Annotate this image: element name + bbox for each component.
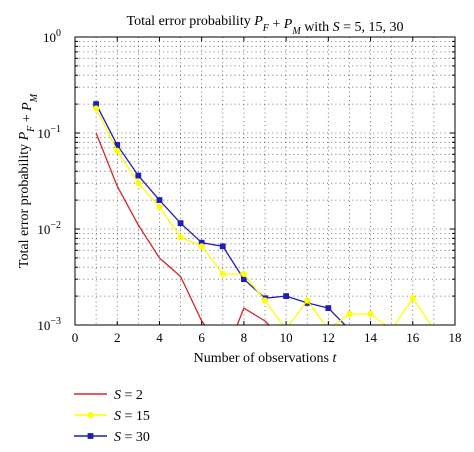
- x-tick-label: 14: [364, 330, 378, 345]
- legend-item: S = 30: [74, 430, 150, 445]
- x-tick-label: 18: [449, 330, 462, 345]
- data-point: [156, 203, 163, 210]
- chart-title: Total error probability PF + PM with S =…: [127, 14, 404, 37]
- data-point: [240, 270, 247, 278]
- data-point: [198, 243, 205, 250]
- x-tick-label: 4: [156, 330, 163, 345]
- data-point: [177, 234, 184, 241]
- y-tick-label: 10−2: [37, 220, 61, 237]
- series-line: [95, 103, 346, 325]
- data-point: [135, 172, 142, 179]
- series-2: [93, 105, 436, 332]
- data-point: [135, 180, 142, 187]
- data-point: [389, 327, 394, 332]
- y-tick-label: 10−3: [37, 316, 61, 333]
- data-point: [156, 197, 163, 204]
- data-point: [325, 305, 332, 311]
- data-point: [347, 327, 352, 332]
- data-point: [283, 293, 290, 300]
- data-point: [219, 270, 226, 278]
- data-point: [93, 105, 100, 112]
- x-axis-label: Number of observations t: [194, 351, 338, 366]
- x-tick-label: 2: [114, 330, 121, 345]
- legend-label: S = 15: [114, 409, 150, 424]
- legend-item: S = 2: [74, 388, 143, 403]
- legend-swatch-marker: [87, 411, 94, 419]
- series-group: [93, 101, 436, 332]
- series-line: [95, 132, 270, 325]
- data-point: [304, 297, 311, 304]
- series-3: [93, 101, 352, 332]
- data-point: [219, 243, 226, 250]
- data-point: [367, 310, 374, 318]
- x-tick-label: 8: [241, 330, 248, 345]
- legend: S = 2 S = 15 S = 30: [74, 388, 150, 445]
- y-tick-label: 10−1: [37, 124, 61, 141]
- data-point: [346, 310, 353, 318]
- data-point: [409, 295, 416, 302]
- x-tick-label: 0: [72, 330, 79, 345]
- x-tick-label: 12: [322, 330, 335, 345]
- data-point: [177, 220, 184, 227]
- legend-swatch-marker: [87, 433, 94, 439]
- data-point: [261, 297, 269, 304]
- y-tick-label: 100: [43, 28, 61, 45]
- x-tick-label: 10: [280, 330, 293, 345]
- y-axis-label: Total error probability PF + PM: [17, 93, 40, 268]
- data-point: [240, 276, 247, 283]
- legend-label: S = 2: [114, 388, 143, 403]
- x-tick-label: 16: [406, 330, 420, 345]
- legend-label: S = 30: [114, 430, 150, 445]
- x-tick-label: 6: [198, 330, 205, 345]
- axis-ticks: 0 2 4 6 8 10 12 14 16 18 100 10−1 10−2 10−3: [37, 28, 461, 345]
- data-point: [114, 147, 121, 155]
- data-point: [431, 327, 436, 332]
- series-1: [95, 132, 270, 325]
- plot-frame: [74, 36, 456, 326]
- gridlines: [75, 37, 455, 325]
- legend-item: S = 15: [74, 409, 150, 424]
